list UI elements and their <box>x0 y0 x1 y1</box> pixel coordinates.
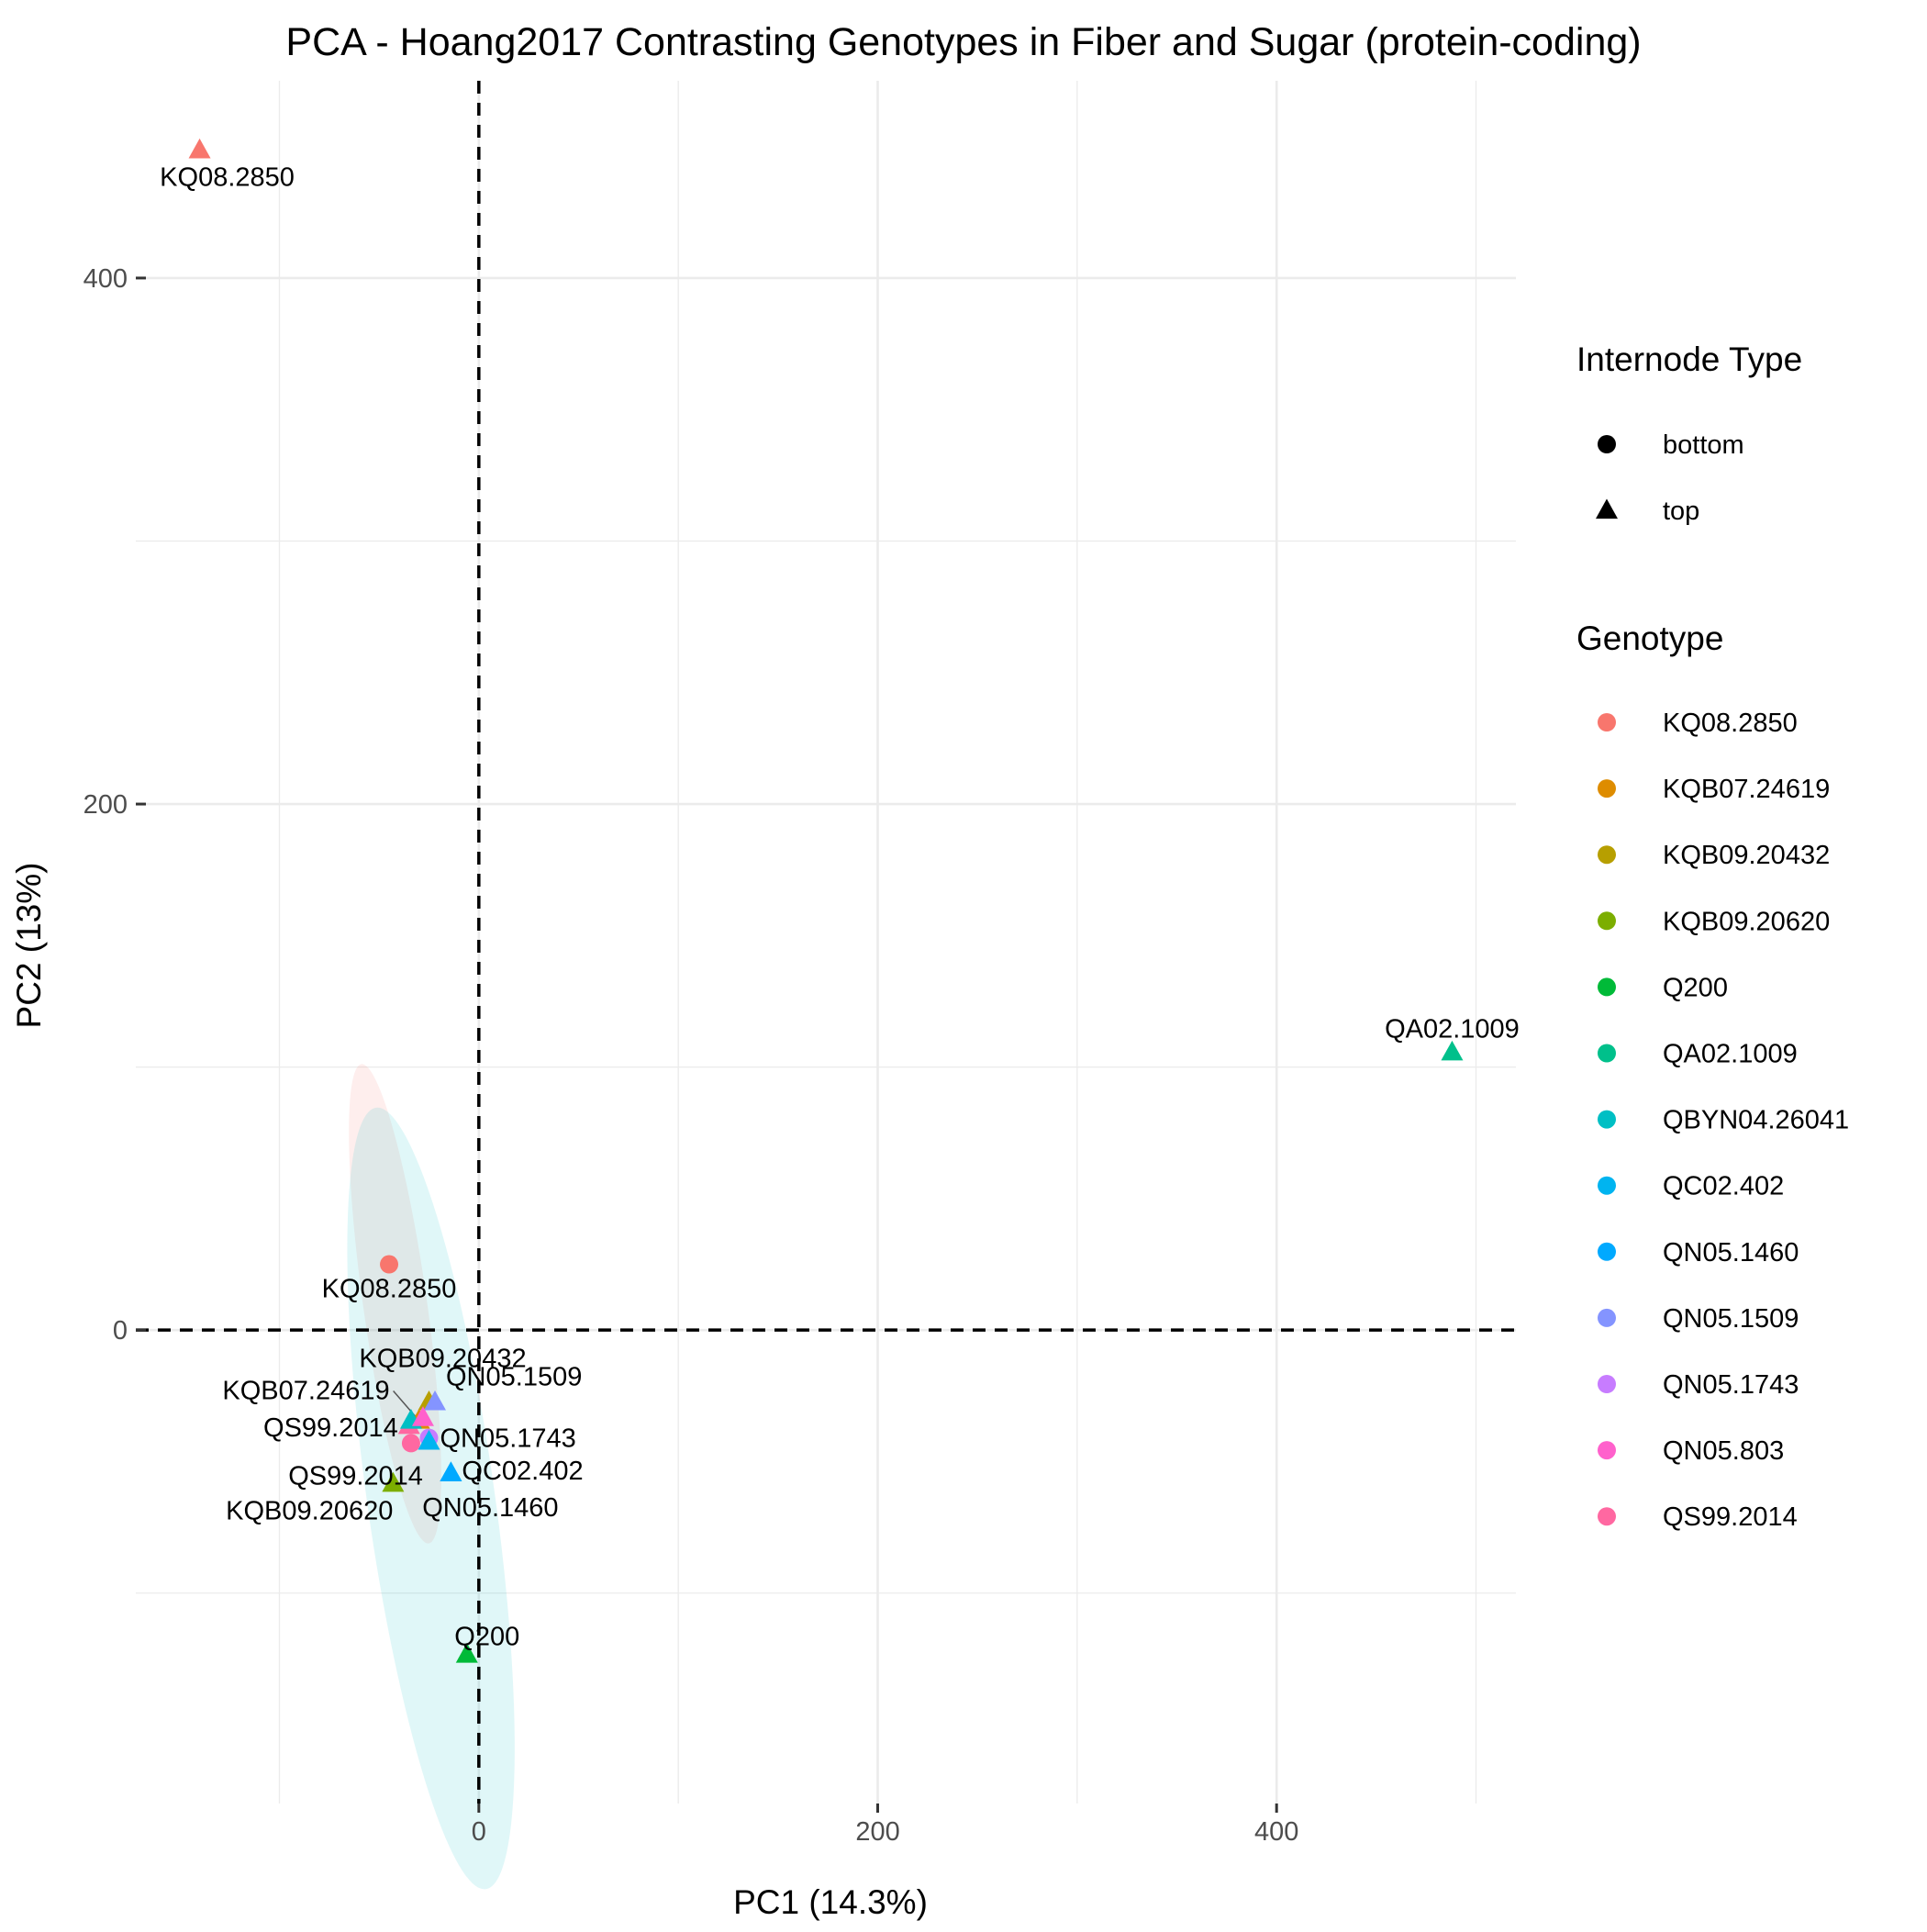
point-label: QS99.2014 <box>288 1461 423 1491</box>
x-tick-label: 0 <box>472 1817 486 1847</box>
point-label: QA02.1009 <box>1385 1014 1520 1044</box>
legend-label-genotype: QC02.402 <box>1663 1172 1784 1201</box>
data-point-triangle <box>382 1471 405 1492</box>
legend-label-bottom: bottom <box>1663 430 1744 460</box>
legend-label-genotype: QN05.1460 <box>1663 1238 1799 1268</box>
y-tick-label: 0 <box>113 1316 128 1346</box>
x-tick-label: 200 <box>855 1817 899 1847</box>
data-point-triangle <box>1441 1040 1464 1061</box>
legend-key-genotype <box>1598 1308 1616 1327</box>
point-label: QC02.402 <box>462 1457 583 1486</box>
point-label: KQB07.24619 <box>222 1376 389 1405</box>
x-tick-label: 400 <box>1254 1817 1298 1847</box>
point-label: QN05.1743 <box>440 1424 575 1454</box>
point-label: KQ08.2850 <box>160 162 295 192</box>
point-label: QS99.2014 <box>263 1413 398 1443</box>
legend-key-genotype <box>1598 779 1616 798</box>
legend-key-triangle <box>1596 498 1618 519</box>
legend-key-genotype <box>1598 911 1616 931</box>
point-label: KQ08.2850 <box>322 1275 457 1304</box>
legend-key-genotype <box>1598 1044 1616 1063</box>
legend-label-genotype: KQB09.20620 <box>1663 907 1830 936</box>
data-point-triangle <box>440 1461 462 1481</box>
legend-key-genotype <box>1598 977 1616 997</box>
legend-key-genotype <box>1598 1242 1616 1261</box>
legend-label-genotype: QA02.1009 <box>1663 1040 1798 1069</box>
legend-label-genotype: KQ08.2850 <box>1663 709 1798 738</box>
legend-label-top: top <box>1663 497 1699 526</box>
data-point-triangle <box>411 1406 434 1426</box>
legend-key-genotype <box>1598 1375 1616 1393</box>
data-point-circle <box>380 1255 399 1274</box>
point-label: Q200 <box>454 1623 519 1652</box>
legend-label-genotype: QN05.1743 <box>1663 1370 1799 1400</box>
legend-key-circle <box>1598 435 1616 453</box>
legend-key-genotype <box>1598 713 1616 731</box>
point-label: KQB09.20620 <box>226 1496 393 1525</box>
y-axis-title: PC2 (13%) <box>10 863 48 1029</box>
data-point-triangle <box>424 1390 447 1411</box>
data-point-circle <box>401 1434 420 1453</box>
legend-label-genotype: QBYN04.26041 <box>1663 1106 1849 1135</box>
legend-title-genotype: Genotype <box>1576 620 1723 657</box>
point-label: QN05.1509 <box>446 1362 582 1391</box>
legend-label-genotype: QN05.803 <box>1663 1436 1784 1466</box>
legend-key-genotype <box>1598 1110 1616 1129</box>
legend-key-genotype <box>1598 1507 1616 1526</box>
legend-label-genotype: QN05.1509 <box>1663 1304 1799 1334</box>
y-tick-label: 200 <box>84 790 128 820</box>
y-tick-label: 400 <box>84 264 128 294</box>
data-point-triangle <box>455 1643 478 1663</box>
legend-label-genotype: QS99.2014 <box>1663 1502 1798 1532</box>
legend-key-genotype <box>1598 1441 1616 1460</box>
legend-title-internode: Internode Type <box>1576 341 1802 378</box>
legend-key-genotype <box>1598 845 1616 865</box>
legend-label-genotype: Q200 <box>1663 973 1728 1002</box>
data-point-triangle <box>418 1429 440 1450</box>
confidence-ellipse-top <box>347 1107 515 1890</box>
legend-label-genotype: KQB07.24619 <box>1663 775 1830 804</box>
x-axis-title: PC1 (14.3%) <box>733 1883 928 1921</box>
data-point-triangle <box>188 138 211 159</box>
point-label: KQB09.20432 <box>359 1344 526 1373</box>
point-label: QN05.1460 <box>422 1493 558 1523</box>
legend-key-genotype <box>1598 1176 1616 1195</box>
chart-title: PCA - Hoang2017 Contrasting Genotypes in… <box>285 20 1641 64</box>
legend-label-genotype: KQB09.20432 <box>1663 841 1830 870</box>
